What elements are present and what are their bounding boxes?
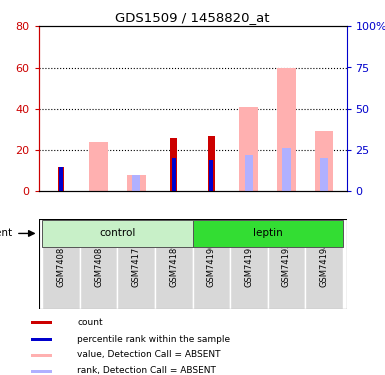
Bar: [208, 136, 215, 191]
Bar: [320, 158, 328, 191]
Bar: [230, 219, 268, 309]
Bar: [117, 219, 155, 309]
Text: control: control: [99, 228, 136, 238]
Bar: [170, 138, 177, 191]
Text: percentile rank within the sample: percentile rank within the sample: [77, 335, 230, 344]
Bar: [42, 220, 192, 247]
Bar: [155, 219, 192, 309]
Bar: [209, 160, 213, 191]
Text: rank, Detection Call = ABSENT: rank, Detection Call = ABSENT: [77, 366, 216, 375]
Bar: [315, 132, 333, 191]
Text: GSM74171: GSM74171: [132, 242, 141, 287]
Text: GSM74081: GSM74081: [57, 242, 65, 287]
Text: GSM74191: GSM74191: [244, 242, 253, 287]
Text: count: count: [77, 318, 103, 327]
Bar: [132, 175, 140, 191]
Bar: [58, 166, 64, 191]
Text: GSM74190: GSM74190: [207, 242, 216, 287]
Bar: [31, 321, 52, 324]
Text: GSM74083: GSM74083: [94, 242, 103, 287]
Text: value, Detection Call = ABSENT: value, Detection Call = ABSENT: [77, 351, 221, 360]
Bar: [305, 219, 343, 309]
Bar: [59, 166, 63, 191]
Bar: [31, 354, 52, 357]
Text: GSM74189: GSM74189: [169, 242, 178, 287]
Bar: [172, 158, 176, 191]
Bar: [42, 219, 80, 309]
Bar: [268, 219, 305, 309]
Bar: [277, 68, 296, 191]
Bar: [89, 142, 108, 191]
Bar: [31, 370, 52, 373]
Text: leptin: leptin: [253, 228, 283, 238]
Bar: [80, 219, 117, 309]
Bar: [282, 148, 291, 191]
Text: GSM74192: GSM74192: [282, 242, 291, 287]
Text: GSM74194: GSM74194: [320, 242, 328, 287]
Text: agent: agent: [0, 228, 12, 238]
Bar: [127, 175, 146, 191]
Bar: [31, 338, 52, 341]
Bar: [245, 155, 253, 191]
Bar: [239, 106, 258, 191]
Title: GDS1509 / 1458820_at: GDS1509 / 1458820_at: [115, 11, 270, 24]
Bar: [192, 220, 343, 247]
Bar: [192, 219, 230, 309]
